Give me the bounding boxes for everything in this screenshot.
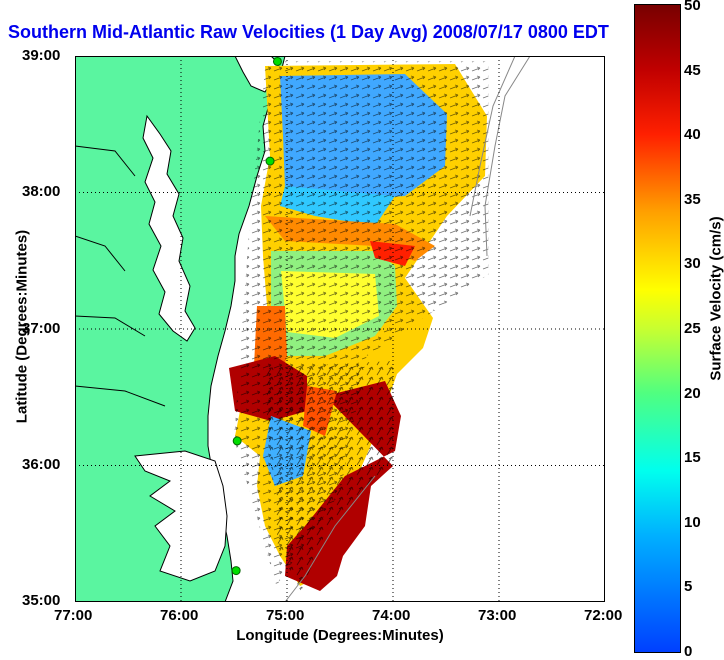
y-tick: 39:00 [22, 47, 60, 64]
colorbar-tick: 5 [684, 578, 692, 595]
map-title: Southern Mid-Atlantic Raw Velocities (1 … [8, 22, 609, 42]
x-tick: 75:00 [266, 607, 304, 624]
radar-site-marker [266, 157, 274, 165]
radar-site-marker [232, 567, 240, 575]
y-tick: 35:00 [22, 592, 60, 609]
colorbar [634, 4, 681, 653]
colorbar-tick: 50 [684, 0, 701, 14]
shelf-contour [485, 56, 530, 256]
x-tick: 77:00 [54, 607, 92, 624]
colorbar-tick: 40 [684, 126, 701, 143]
colorbar-label: Surface Velocity (cm/s) [708, 149, 724, 449]
radar-site-marker [273, 57, 281, 65]
colorbar-tick: 35 [684, 191, 701, 208]
colorbar-tick: 20 [684, 385, 701, 402]
x-tick: 74:00 [372, 607, 410, 624]
x-tick: 76:00 [160, 607, 198, 624]
x-axis-label: Longitude (Degrees:Minutes) [0, 627, 680, 644]
colorbar-tick: 25 [684, 320, 701, 337]
colorbar-tick: 15 [684, 449, 701, 466]
colorbar-tick: 10 [684, 514, 701, 531]
y-axis-label: Latitude (Degrees:Minutes) [14, 177, 31, 477]
radar-site-marker [233, 437, 241, 445]
colorbar-tick: 30 [684, 255, 701, 272]
x-tick: 72:00 [584, 607, 622, 624]
x-tick: 73:00 [478, 607, 516, 624]
colorbar-tick: 45 [684, 62, 701, 79]
velocity-map [75, 56, 605, 602]
colorbar-tick: 0 [684, 643, 692, 660]
